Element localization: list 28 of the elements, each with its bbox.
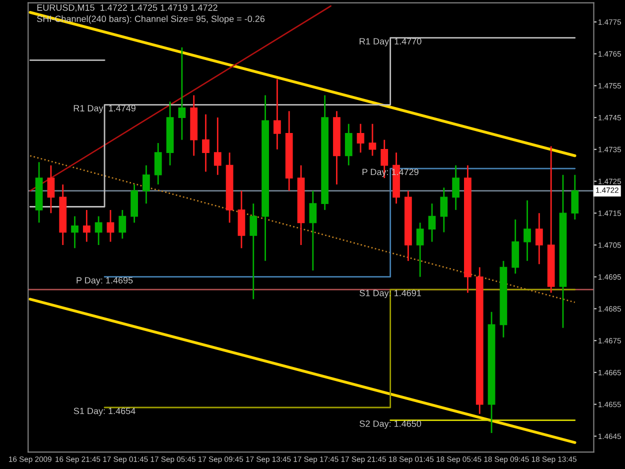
- candlestick: [356, 123, 364, 154]
- candlestick: [178, 46, 186, 141]
- candlestick: [535, 212, 543, 265]
- candlestick: [94, 216, 102, 246]
- candlestick: [452, 164, 460, 211]
- candlestick: [416, 222, 424, 278]
- candlestick: [142, 164, 150, 204]
- annotation: S1 Day: 1.4654: [74, 408, 136, 416]
- candlestick: [47, 164, 55, 214]
- candlestick: [440, 186, 448, 233]
- candlestick: [428, 202, 436, 242]
- candlestick: [154, 142, 162, 186]
- chart-title: EURUSD,M15 1.4722 1.4725 1.4719 1.4722: [37, 4, 218, 12]
- candlestick: [118, 209, 126, 240]
- annotation: S2 Day: 1.4650: [360, 420, 422, 429]
- candlestick: [214, 116, 222, 176]
- candlestick: [309, 190, 317, 272]
- candlestick: [250, 202, 258, 300]
- candlestick: [571, 174, 579, 220]
- candlestick: [524, 200, 531, 262]
- candlestick: [274, 78, 281, 150]
- candlestick: [344, 123, 352, 166]
- candlestick: [71, 216, 78, 249]
- candlestick: [82, 209, 90, 242]
- candlestick: [106, 209, 114, 242]
- candlestick: [368, 123, 376, 156]
- candlestick: [202, 114, 210, 172]
- annotation: P Day: 1.4695: [76, 277, 133, 286]
